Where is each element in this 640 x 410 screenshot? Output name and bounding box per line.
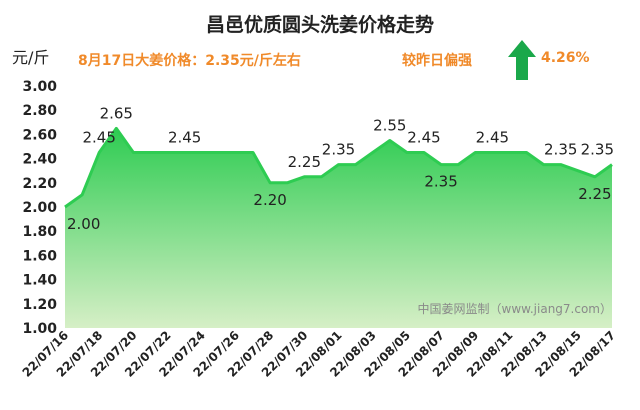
- data-label: 2.65: [100, 104, 133, 122]
- y-tick-label: 2.40: [22, 152, 57, 168]
- y-tick-label: 1.00: [22, 321, 57, 337]
- data-label: 2.25: [578, 185, 611, 203]
- price-area: [65, 128, 612, 328]
- data-label: 2.45: [82, 129, 115, 147]
- y-axis-ticks: 1.00 1.20 1.40 1.60 1.80 2.00 2.20 2.40 2.60 2.80…: [22, 79, 57, 337]
- y-tick-label: 2.00: [22, 200, 57, 216]
- y-tick-label: 1.40: [22, 273, 57, 289]
- chart-title: 昌邑优质圆头洗姜价格走势: [205, 14, 434, 36]
- data-label: 2.00: [67, 215, 100, 233]
- y-tick-label: 2.20: [22, 176, 57, 192]
- price-line: [64, 126, 613, 209]
- data-label: 2.35: [322, 141, 355, 159]
- y-tick-label: 2.60: [22, 127, 57, 143]
- y-tick-label: 3.00: [22, 79, 57, 95]
- watermark: 中国姜网监制（www.jiang7.com）: [418, 301, 612, 316]
- data-label: 2.45: [476, 129, 509, 147]
- change-percent: 4.26%: [541, 50, 590, 66]
- data-label: 2.35: [581, 141, 614, 159]
- arrow-up-icon: [508, 40, 536, 80]
- data-label: 2.20: [253, 191, 286, 209]
- data-label: 2.25: [288, 153, 321, 171]
- y-tick-label: 2.80: [22, 103, 57, 119]
- data-label: 2.35: [544, 141, 577, 159]
- y-tick-label: 1.20: [22, 297, 57, 313]
- data-label: 2.35: [424, 173, 457, 191]
- y-axis-unit: 元/斤: [12, 48, 50, 67]
- data-label: 2.45: [168, 129, 201, 147]
- data-label: 2.45: [407, 129, 440, 147]
- y-tick-label: 1.60: [22, 248, 57, 264]
- y-tick-label: 1.80: [22, 224, 57, 240]
- compare-label: 较昨日偏强: [402, 53, 472, 69]
- data-labels: 2.002.452.652.452.202.252.352.552.452.35…: [67, 104, 614, 233]
- price-summary: 8月17日大姜价格：2.35元/斤左右: [78, 53, 301, 69]
- x-axis-ticks: 22/07/1622/07/1822/07/2022/07/2222/07/24…: [20, 328, 619, 380]
- data-label: 2.55: [373, 116, 406, 134]
